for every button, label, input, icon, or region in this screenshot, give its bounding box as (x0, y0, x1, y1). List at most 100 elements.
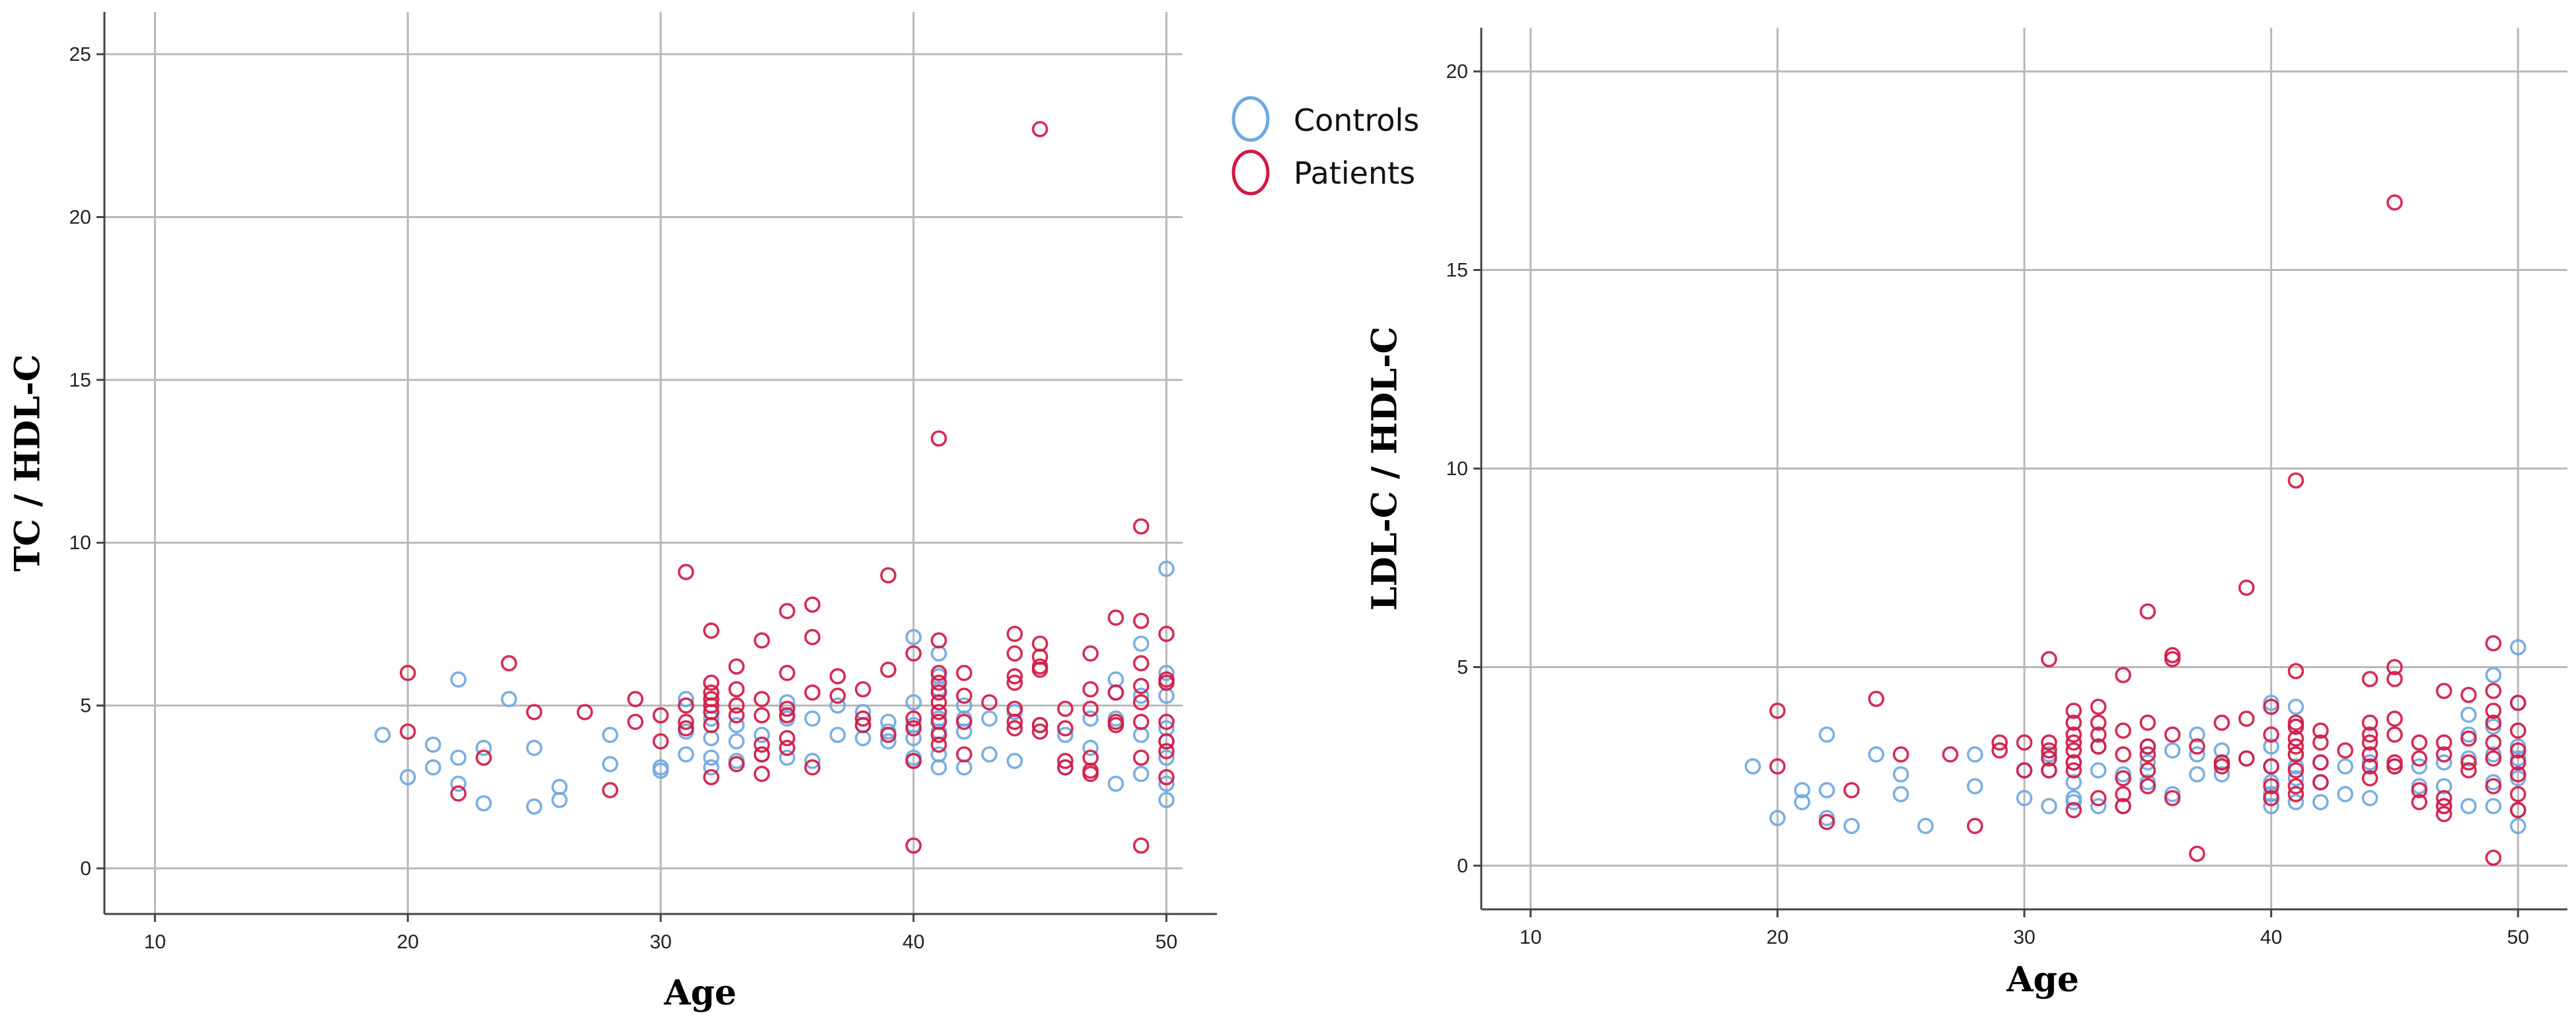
ldl-controls-point (2287, 770, 2304, 786)
tc-patients-point (1132, 694, 1150, 710)
tc-patients-point (627, 691, 644, 708)
tc-patients-point (1132, 518, 1150, 535)
tc-patients-point (956, 687, 973, 704)
tc-patients-point (956, 746, 973, 763)
ldl-controls-point (2287, 794, 2304, 811)
tc-controls-point (475, 795, 492, 812)
ldl-patients-point (2238, 579, 2255, 596)
tc-patients-point (1158, 714, 1175, 730)
ldl-patients-point (2041, 762, 2057, 778)
ldl-xtick-label-50: 50 (2507, 927, 2529, 948)
tc-controls-point (399, 769, 416, 786)
tc-patients-point (804, 596, 821, 613)
tc-patients-point (1107, 609, 1124, 626)
ldl-patients-point (2386, 671, 2403, 687)
tc-patients-point (779, 701, 795, 717)
ldl-patients-point (2287, 730, 2304, 747)
ldl-patients-point (1942, 746, 1959, 763)
tc-patients-point (1006, 625, 1023, 642)
tc-patients-point (1158, 733, 1175, 750)
ldl-patients-point (2263, 699, 2279, 715)
ldl-controls-point (2337, 786, 2353, 802)
tc-patients-point (1082, 645, 1099, 662)
ldl-patients-point (2065, 734, 2082, 751)
tc-patients-point (779, 664, 795, 681)
ldl-hdl-chart: 10 20 30 40 50 0 5 10 15 20 Age LDL-C / HDL-C (1365, 28, 2567, 1000)
tc-patients-point (1132, 677, 1150, 695)
ldl-patients-point (2287, 472, 2304, 489)
ldl-patients-point (1967, 817, 1983, 835)
ldl-patients-point (2164, 790, 2181, 806)
tc-patients-point (854, 681, 871, 698)
tc-controls-point (526, 798, 542, 815)
ldl-patients-point (2361, 671, 2378, 687)
tc-patients-point (475, 749, 492, 766)
ldl-controls-point (2189, 766, 2205, 782)
ldl-patients-point (2435, 746, 2452, 763)
ldl-patients-point (2435, 806, 2452, 823)
tc-controls-point (1057, 726, 1074, 743)
tc-patients-point (753, 632, 770, 649)
tc-patients-point (829, 687, 846, 704)
tc-xtick-label-40: 40 (902, 931, 924, 953)
tc-patients-point (652, 707, 669, 724)
tc-series-patients (399, 121, 1175, 854)
ldl-controls-point (2139, 754, 2156, 771)
ldl-patients-point (1892, 746, 1909, 763)
tc-patients-point (905, 710, 922, 727)
ldl-controls-point (2090, 762, 2107, 778)
ldl-patients-point (2510, 802, 2526, 819)
tc-patients-point (728, 707, 745, 724)
tc-controls-point (1132, 726, 1150, 743)
tc-patients-point (627, 714, 644, 730)
tc-patients-point (1132, 837, 1150, 854)
ldl-patients-point (2065, 714, 2082, 731)
tc-patients-point (854, 716, 871, 734)
ldl-controls-point (2485, 667, 2502, 683)
ldl-controls-point (2287, 699, 2304, 715)
ldl-controls-point (2041, 798, 2057, 815)
tc-patients-point (678, 564, 694, 580)
ldl-patients-point (2337, 742, 2353, 759)
tc-xtick-label-50: 50 (1156, 931, 1177, 953)
tc-patients-point (1132, 613, 1150, 629)
ldl-patients-point (2485, 778, 2502, 794)
ldl-patients-point (2312, 734, 2329, 751)
ldl-controls-point (2435, 778, 2452, 794)
tc-patients-point (930, 632, 947, 649)
tc-patients-point (1082, 749, 1099, 766)
ldl-patients-point (2090, 790, 2107, 806)
tc-patients-point (779, 707, 795, 724)
ldl-controls-point (1818, 782, 1835, 798)
tc-patients-point (450, 785, 467, 802)
tc-controls-point (703, 730, 719, 747)
tc-controls-point (981, 710, 998, 727)
tc-x-axis-title: Age (663, 973, 737, 1013)
ldl-controls-point (2510, 639, 2526, 656)
tc-patients-point (728, 697, 745, 714)
tc-patients-point (1057, 720, 1074, 737)
ldl-patients-point (2164, 651, 2181, 667)
tc-patients-point (1057, 701, 1074, 717)
ldl-patients-point (2139, 746, 2156, 763)
tc-patients-point (678, 714, 694, 730)
tc-patients-point (576, 704, 593, 720)
ldl-ytick-label-5: 5 (1457, 656, 1468, 678)
ldl-controls-point (2337, 758, 2353, 775)
tc-controls-point (930, 746, 947, 763)
ldl-xtick-label-10: 10 (1520, 927, 1541, 948)
tc-xtick-label-10: 10 (144, 931, 166, 953)
tc-patients-point (1031, 723, 1049, 740)
ldl-patients-point (2238, 750, 2255, 767)
ldl-patients-point (1868, 691, 1885, 707)
ldl-patients-point (2361, 714, 2378, 731)
tc-controls-point (728, 716, 745, 734)
tc-xtick-label-20: 20 (397, 931, 419, 953)
tc-patients-point (880, 662, 897, 678)
tc-patients-point (829, 667, 846, 685)
ldl-patients-point (2361, 758, 2378, 775)
ldl-patients-point (2115, 786, 2131, 802)
ldl-controls-point (2263, 798, 2279, 815)
tc-patients-point (703, 622, 719, 639)
ldl-patients-point (2065, 702, 2082, 719)
